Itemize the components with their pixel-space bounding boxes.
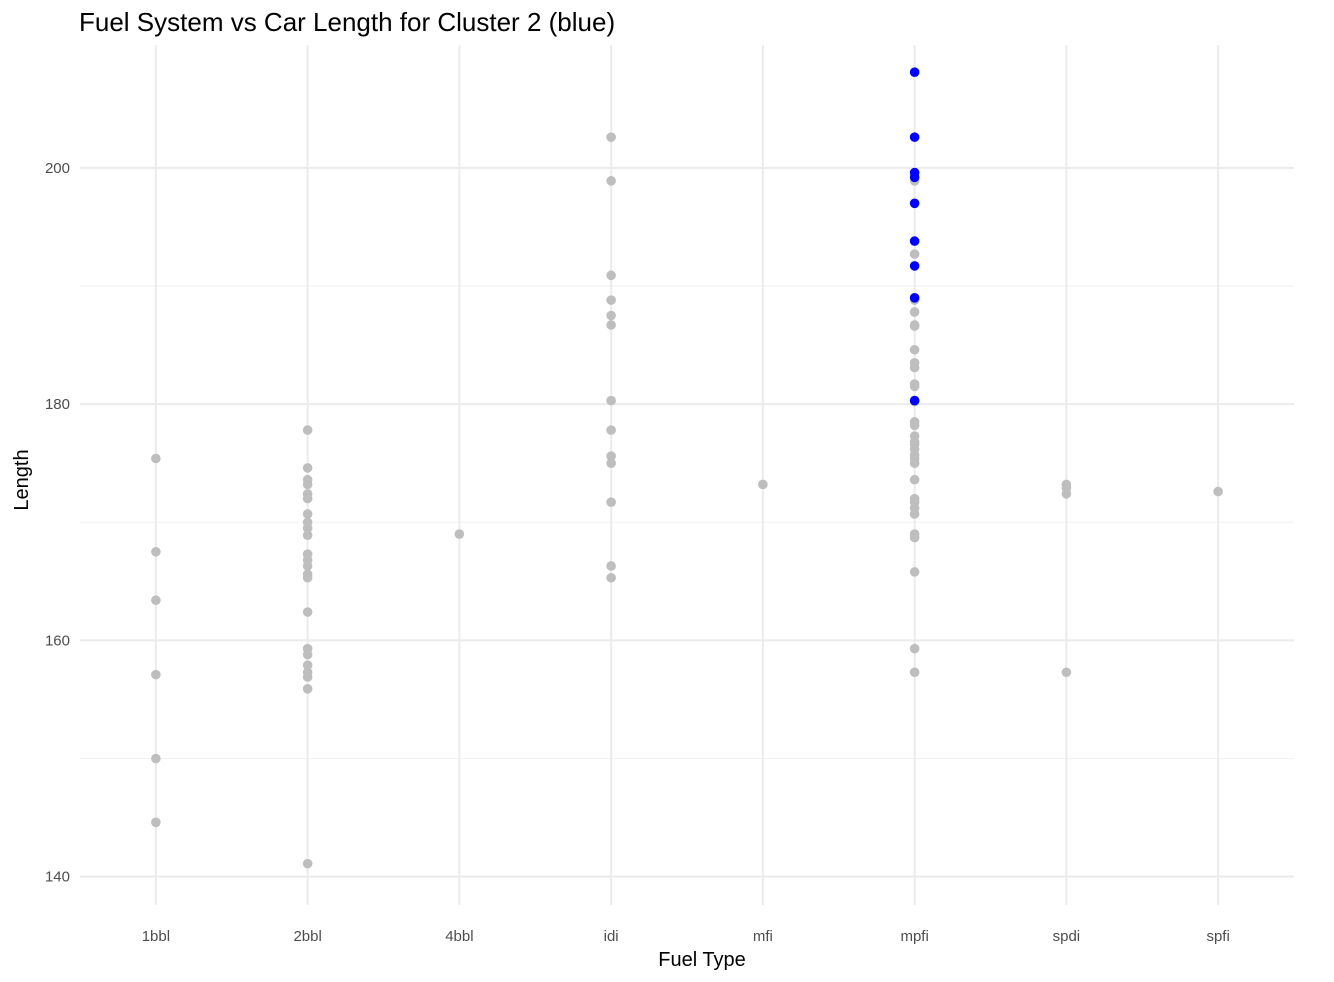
- cluster-2-point: [909, 261, 920, 271]
- y-tick-label: 200: [45, 160, 70, 177]
- x-axis-title: Fuel Type: [658, 949, 745, 971]
- y-tick-labels: 140 160 180 200: [45, 160, 70, 886]
- other-point: [302, 463, 313, 473]
- other-point: [909, 643, 920, 654]
- other-point: [606, 572, 616, 583]
- other-point: [302, 607, 313, 617]
- other-point: [302, 561, 313, 571]
- other-point: [606, 451, 616, 461]
- other-point: [302, 493, 313, 504]
- x-tick-label: idi: [604, 928, 619, 945]
- other-point: [909, 249, 920, 259]
- other-point: [606, 395, 616, 406]
- cluster-2-point: [909, 395, 920, 406]
- x-tick-label: 2bbl: [293, 928, 321, 945]
- other-point: [909, 458, 920, 468]
- data-points: [151, 67, 1223, 869]
- other-point: [151, 546, 161, 557]
- x-tick-label: 4bbl: [445, 928, 473, 945]
- other-point: [909, 567, 920, 577]
- other-point: [606, 295, 616, 305]
- other-point: [454, 529, 465, 539]
- other-point: [1061, 489, 1072, 499]
- x-tick-label: mpfi: [900, 928, 928, 945]
- cluster-2-point: [909, 172, 920, 183]
- other-point: [151, 817, 161, 828]
- other-point: [758, 479, 768, 490]
- other-point: [909, 381, 920, 392]
- other-point: [909, 474, 920, 485]
- other-point: [606, 561, 616, 571]
- cluster-2-point: [909, 236, 920, 246]
- cluster-2-point: [909, 293, 920, 303]
- other-point: [606, 425, 616, 435]
- x-tick-labels: 1bbl 2bbl 4bbl idi mfi mpfi spdi spfi: [142, 928, 1230, 945]
- other-point: [1213, 486, 1223, 497]
- other-point: [302, 509, 313, 519]
- other-point: [302, 672, 313, 682]
- other-point: [606, 497, 616, 507]
- x-tick-label: spfi: [1206, 928, 1229, 945]
- other-point: [302, 649, 313, 660]
- other-point: [302, 684, 313, 694]
- cluster-2-point: [909, 198, 920, 209]
- x-tick-label: 1bbl: [142, 928, 170, 945]
- other-point: [151, 753, 161, 764]
- other-point: [606, 320, 616, 330]
- other-point: [1061, 667, 1072, 678]
- other-point: [151, 669, 161, 680]
- y-tick-label: 180: [45, 396, 70, 413]
- y-axis-title: Length: [11, 449, 33, 510]
- other-point: [302, 660, 313, 670]
- cluster-2-point: [909, 132, 920, 142]
- other-point: [151, 595, 161, 606]
- other-point: [909, 321, 920, 331]
- other-point: [302, 425, 313, 435]
- other-point: [606, 176, 616, 186]
- other-point: [606, 270, 616, 281]
- other-point: [909, 307, 920, 317]
- other-point: [909, 362, 920, 373]
- other-point: [302, 530, 313, 541]
- other-point: [606, 132, 616, 142]
- x-tick-label: spdi: [1053, 928, 1081, 945]
- y-tick-label: 140: [45, 869, 70, 886]
- other-point: [302, 572, 313, 583]
- other-point: [606, 310, 616, 321]
- other-point: [909, 420, 920, 431]
- other-point: [151, 453, 161, 464]
- other-point: [909, 667, 920, 678]
- other-point: [909, 344, 920, 355]
- other-point: [302, 479, 313, 490]
- cluster-2-point: [909, 67, 920, 77]
- other-point: [909, 532, 920, 543]
- other-point: [909, 509, 920, 519]
- other-point: [606, 458, 616, 468]
- y-tick-label: 160: [45, 632, 70, 649]
- other-point: [302, 523, 313, 533]
- chart-title: Fuel System vs Car Length for Cluster 2 …: [79, 7, 615, 37]
- other-point: [302, 858, 313, 869]
- x-tick-label: mfi: [753, 928, 773, 945]
